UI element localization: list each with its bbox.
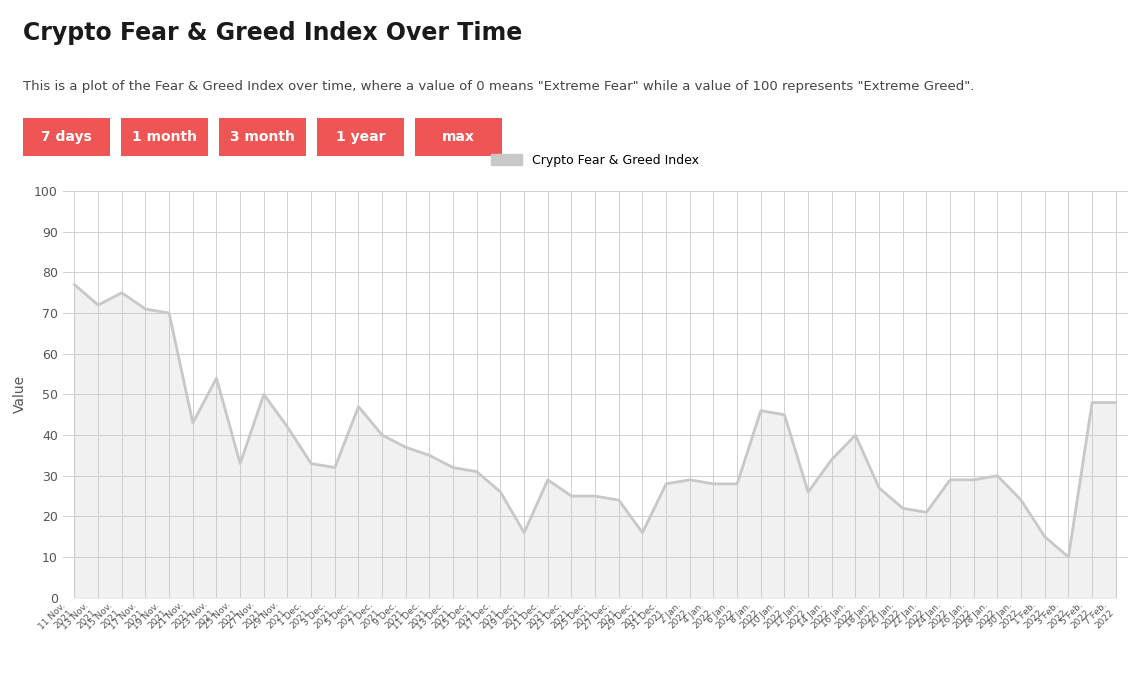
- Text: Crypto Fear & Greed Index Over Time: Crypto Fear & Greed Index Over Time: [23, 21, 522, 45]
- Text: This is a plot of the Fear & Greed Index over time, where a value of 0 means "Ex: This is a plot of the Fear & Greed Index…: [23, 80, 974, 93]
- Y-axis label: Value: Value: [13, 375, 27, 414]
- Text: 7 days: 7 days: [41, 130, 92, 145]
- Text: 3 month: 3 month: [230, 130, 295, 145]
- Text: 1 year: 1 year: [336, 130, 385, 145]
- Text: 1 month: 1 month: [132, 130, 197, 145]
- Text: max: max: [442, 130, 475, 145]
- Legend: Crypto Fear & Greed Index: Crypto Fear & Greed Index: [486, 149, 704, 172]
